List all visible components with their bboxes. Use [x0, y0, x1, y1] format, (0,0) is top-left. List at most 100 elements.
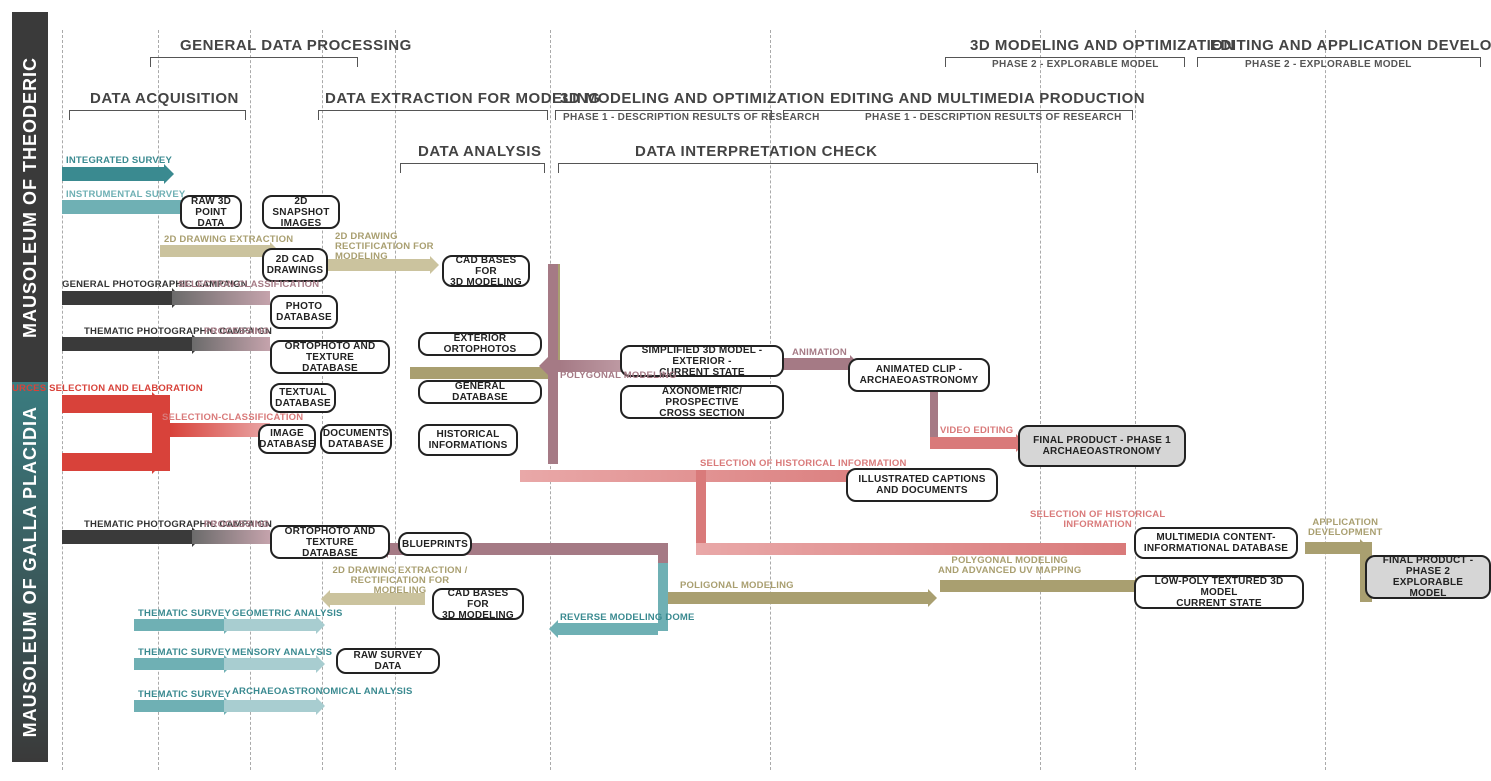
- label-selhi: SELECTION OF HISTORICAL INFORMATION: [700, 458, 907, 469]
- band-appdev: [1305, 542, 1360, 554]
- band-reverse: [558, 623, 658, 635]
- band-thsurvey1: [134, 619, 224, 631]
- band-poli: [668, 592, 928, 604]
- node-lowpoly: LOW-POLY TEXTURED 3D MODELCURRENT STATE: [1134, 575, 1304, 609]
- node-raw3d: RAW 3DPOINT DATA: [180, 195, 242, 229]
- node-photodb: PHOTODATABASE: [270, 295, 338, 329]
- label-thsurvey: THEMATIC SURVEY: [138, 608, 231, 619]
- label-videoedit: VIDEO EDITING: [940, 425, 1013, 436]
- phase-ead_sub: PHASE 2 - EXPLORABLE MODEL: [1245, 59, 1412, 70]
- phase-m3d_sub: PHASE 1 - DESCRIPTION RESULTS OF RESEARC…: [563, 112, 820, 123]
- node-blue: BLUEPRINTS: [398, 532, 472, 556]
- vertical-guide: [1135, 30, 1136, 770]
- node-illcap: ILLUSTRATED CAPTIONSAND DOCUMENTS: [846, 468, 998, 502]
- label-geo: GEOMETRIC ANALYSIS: [232, 608, 343, 619]
- band-rect2-chevron: [321, 590, 330, 608]
- phase-gdp: GENERAL DATA PROCESSING: [180, 37, 412, 54]
- band-instrumental: [62, 200, 182, 214]
- sidebar-placidia: MAUSOLEUM OF GALLA PLACIDIA: [12, 382, 48, 762]
- band-polymodel-in-chevron: [539, 357, 548, 375]
- node-textdb: TEXTUALDATABASE: [270, 383, 336, 413]
- bracket-gdp: [150, 57, 358, 67]
- phase-da: DATA ACQUISITION: [90, 90, 239, 107]
- sidebar-theoderic: MAUSOLEUM OF THEODERIC: [12, 12, 48, 382]
- vertical-guide: [1040, 30, 1041, 770]
- band-integrated-chevron: [164, 164, 174, 184]
- phase-m3d: 3D MODELING AND OPTIMIZATION: [560, 90, 825, 107]
- label-mens: MENSORY ANALYSIS: [232, 647, 332, 658]
- label-appdev: APPLICATIONDEVELOPMENT: [1308, 518, 1383, 538]
- band-polyuv: [940, 580, 1135, 592]
- band-geo: [224, 619, 316, 631]
- bracket-dem: [318, 110, 548, 120]
- node-gendb: GENERAL DATABASE: [418, 380, 542, 404]
- label-processing: PROCESSING: [204, 519, 269, 530]
- band-gpc: [62, 291, 172, 305]
- node-cad2d: 2D CADDRAWINGS: [262, 248, 328, 282]
- label-rect2: 2D DRAWING EXTRACTION / RECTIFICATION FO…: [330, 566, 470, 596]
- label-polyuv: POLYGONAL MODELINGAND ADVANCED UV MAPPIN…: [938, 556, 1081, 576]
- label-selclass: SELECTION-CLASSIFICATION: [178, 279, 319, 290]
- band-integrated: [62, 167, 164, 181]
- label-selclass: SELECTION-CLASSIFICATION: [162, 412, 303, 423]
- band-sources2-chevron: [152, 450, 164, 474]
- band-tpc1-proc: [192, 337, 270, 351]
- label-selhi2: SELECTION OF HISTORICALINFORMATION: [1030, 510, 1165, 530]
- band-mens: [224, 658, 316, 670]
- band-sources: [62, 395, 152, 413]
- label-rect: 2D DRAWING RECTIFICATION FOR MODELING: [335, 232, 465, 262]
- node-histinfo: HISTORICALINFORMATIONS: [418, 424, 518, 456]
- band-reverse-chevron: [549, 620, 558, 638]
- phase-ead: EDITING AND APPLICATION DEVELOPMENT: [1210, 37, 1491, 54]
- node-fp1: FINAL PRODUCT - PHASE 1ARCHAEOASTRONOMY: [1018, 425, 1186, 467]
- phase-emp_sub: PHASE 1 - DESCRIPTION RESULTS OF RESEARC…: [865, 112, 1122, 123]
- node-anim: ANIMATED CLIP -ARCHAEOASTRONOMY: [848, 358, 990, 392]
- band-videoedit: [930, 437, 1016, 449]
- bracket-dic: [558, 163, 1038, 173]
- node-axo: AXONOMETRIC/ PROSPECTIVECROSS SECTION: [620, 385, 784, 419]
- band-gpc-selclass: [172, 291, 270, 305]
- band-anim: [780, 358, 850, 370]
- label-polymod: POLYGONAL MODELING: [560, 370, 677, 381]
- label-sources: URCES SELECTION AND ELABORATION: [12, 383, 203, 394]
- sidebar-theoderic-text: MAUSOLEUM OF THEODERIC: [20, 57, 41, 338]
- phase-emp: EDITING AND MULTIMEDIA PRODUCTION: [830, 90, 1145, 107]
- label-polymod2: POLIGONAL MODELING: [680, 580, 794, 591]
- band-khaki-into-simp: [410, 367, 548, 379]
- label-instrumental: INSTRUMENTAL SURVEY: [66, 189, 185, 200]
- node-mmdb: MULTIMEDIA CONTENT-INFORMATIONAL DATABAS…: [1134, 527, 1298, 559]
- sidebar-placidia-text: MAUSOLEUM OF GALLA PLACIDIA: [20, 406, 41, 737]
- band-tpc1: [62, 337, 192, 351]
- node-ortodb: ORTOPHOTO AND TEXTUREDATABASE: [270, 525, 390, 559]
- phase-m3d2_sub: PHASE 2 - EXPLORABLE MODEL: [992, 59, 1159, 70]
- band-tpc2: [62, 530, 192, 544]
- band-archaeo-chevron: [316, 697, 325, 715]
- node-rawsurv: RAW SURVEY DATA: [336, 648, 440, 674]
- band-salmon-v: [696, 470, 706, 550]
- band-selclass-red: [170, 423, 270, 437]
- node-ortodb: ORTOPHOTO AND TEXTUREDATABASE: [270, 340, 390, 374]
- label-animation: ANIMATION: [792, 347, 847, 358]
- band-thsurvey2: [134, 658, 224, 670]
- bracket-dan: [400, 163, 545, 173]
- node-snap2d: 2D SNAPSHOTIMAGES: [262, 195, 340, 229]
- phase-dic: DATA INTERPRETATION CHECK: [635, 143, 878, 160]
- vertical-guide: [1325, 30, 1326, 770]
- label-thsurvey: THEMATIC SURVEY: [138, 689, 231, 700]
- band-poli-chevron: [928, 589, 937, 607]
- band-2d-extract: [160, 245, 270, 257]
- label-processing: PROCESSING: [204, 326, 269, 337]
- node-fp2: FINAL PRODUCT - PHASE 2EXPLORABLE MODEL: [1365, 555, 1491, 599]
- label-thsurvey: THEMATIC SURVEY: [138, 647, 231, 658]
- band-sources2: [62, 453, 152, 471]
- node-extorto: EXTERIOR ORTOPHOTOS: [418, 332, 542, 356]
- label-archaeo: ARCHAEOASTRONOMICAL ANALYSIS: [232, 686, 412, 697]
- node-imgdb: IMAGEDATABASE: [258, 424, 316, 454]
- phase-dan: DATA ANALYSIS: [418, 143, 541, 160]
- band-selhi2: [696, 543, 1126, 555]
- label-integrated: INTEGRATED SURVEY: [66, 155, 172, 166]
- phase-m3d2: 3D MODELING AND OPTIMIZATION: [970, 37, 1235, 54]
- label-reverse: REVERSE MODELING DOME: [560, 612, 695, 623]
- label-extraction2d: 2D DRAWING EXTRACTION: [164, 234, 293, 245]
- band-tpc2-proc: [192, 530, 270, 544]
